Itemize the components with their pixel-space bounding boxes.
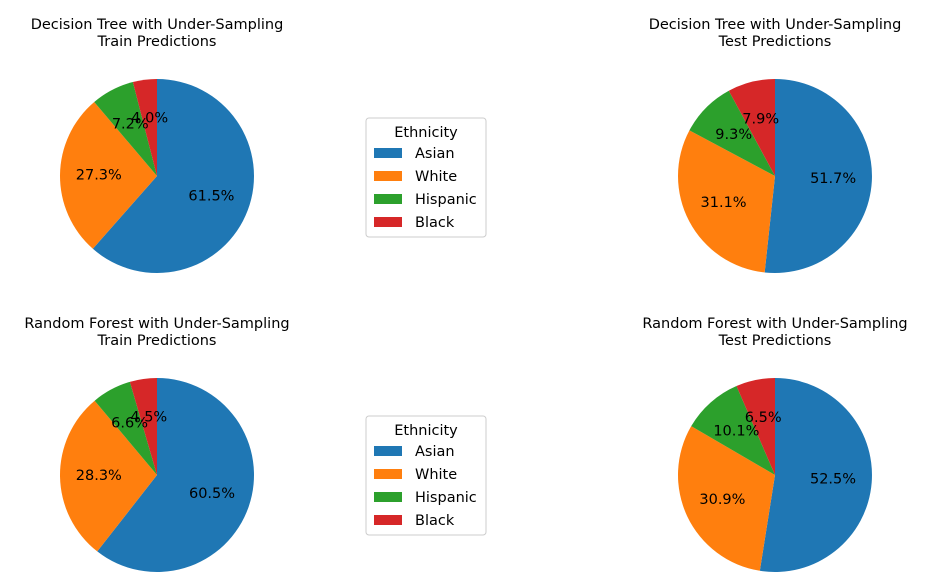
legend-swatch-asian <box>374 148 402 158</box>
pie-slice-hispanic <box>689 90 775 176</box>
pie-chart-4: Random Forest with Under-Sampling Test Pr… <box>642 316 908 572</box>
slice-pct-label-asian: 61.5% <box>188 189 234 205</box>
pie-slice-black <box>132 79 157 176</box>
chart-title-line: Train Predictions <box>97 34 217 50</box>
chart-title-line: Random Forest with Under-Sampling <box>24 316 289 332</box>
legend-swatch-asian <box>374 446 402 456</box>
slice-pct-label-hispanic: 6.6% <box>111 416 148 432</box>
chart-title-line: Test Predictions <box>718 333 832 349</box>
slice-pct-label-hispanic: 9.3% <box>715 127 752 143</box>
slice-pct-label-asian: 51.7% <box>810 171 856 187</box>
chart-title-line: Decision Tree with Under-Sampling <box>649 17 902 33</box>
legend-label-black: Black <box>415 215 455 231</box>
pie-chart-1: Decision Tree with Under-Sampling Train P… <box>31 17 284 273</box>
slice-pct-label-asian: 52.5% <box>810 472 856 488</box>
slice-pct-label-hispanic: 10.1% <box>713 423 759 439</box>
slice-pct-label-white: 30.9% <box>699 492 745 508</box>
slice-pct-label-black: 4.0% <box>131 110 168 126</box>
pie-slice-asian <box>764 79 872 273</box>
legend-label-asian: Asian <box>415 146 455 162</box>
pie-slice-hispanic <box>94 381 157 475</box>
pie-slice-black <box>736 378 775 475</box>
chart-title: Decision Tree with Under-Sampling Test Pr… <box>649 17 902 50</box>
chart-title: Random Forest with Under-Sampling Train P… <box>24 316 289 349</box>
pie-chart-3: Random Forest with Under-Sampling Train P… <box>24 316 290 572</box>
pie-slice-white <box>677 426 775 571</box>
pie-slice-asian <box>759 378 872 572</box>
pie-slice-hispanic <box>94 82 157 176</box>
slice-pct-label-asian: 60.5% <box>189 486 235 502</box>
slice-pct-label-hispanic: 7.2% <box>112 116 149 132</box>
slice-pct-label-white: 27.3% <box>76 167 122 183</box>
legend-title: Ethnicity <box>394 423 458 439</box>
slice-pct-label-white: 28.3% <box>76 468 122 484</box>
legend-label-asian: Asian <box>415 444 455 460</box>
pie-slice-white <box>59 102 157 249</box>
pie-slice-hispanic <box>691 385 775 475</box>
chart-title-line: Train Predictions <box>97 333 217 349</box>
pie-slice-asian <box>97 378 255 572</box>
legend-2: Ethnicity Asian White Hispanic Black <box>365 415 487 536</box>
chart-title: Decision Tree with Under-Sampling Train P… <box>31 17 284 50</box>
legend-label-white: White <box>415 169 457 185</box>
chart-title: Random Forest with Under-Sampling Test Pr… <box>642 316 907 349</box>
slice-pct-label-black: 4.5% <box>130 409 167 425</box>
legend-swatch-black <box>374 217 402 227</box>
legend-title: Ethnicity <box>394 125 458 141</box>
legend-label-black: Black <box>415 513 455 529</box>
pie-chart-2: Decision Tree with Under-Sampling Test Pr… <box>649 17 902 273</box>
slice-pct-label-black: 6.5% <box>745 410 782 426</box>
legend-swatch-hispanic <box>374 492 402 502</box>
legend-frame <box>365 415 487 536</box>
legend-swatch-black <box>374 515 402 525</box>
legend-frame <box>365 117 487 238</box>
pie-slice-white <box>677 130 775 273</box>
slice-pct-label-black: 7.9% <box>742 112 779 128</box>
slice-pct-label-white: 31.1% <box>701 195 747 211</box>
legend-1: Ethnicity Asian White Hispanic Black <box>365 117 487 238</box>
pie-slice-black <box>129 378 157 475</box>
pie-slice-asian <box>92 79 254 273</box>
legend-label-white: White <box>415 467 457 483</box>
pie-slice-white <box>59 400 157 552</box>
pie-slice-black <box>728 79 775 176</box>
legend-swatch-white <box>374 469 402 479</box>
legend-label-hispanic: Hispanic <box>415 192 477 208</box>
legend-swatch-hispanic <box>374 194 402 204</box>
chart-title-line: Random Forest with Under-Sampling <box>642 316 907 332</box>
legend-label-hispanic: Hispanic <box>415 490 477 506</box>
chart-title-line: Decision Tree with Under-Sampling <box>31 17 284 33</box>
chart-title-line: Test Predictions <box>718 34 832 50</box>
legend-swatch-white <box>374 171 402 181</box>
